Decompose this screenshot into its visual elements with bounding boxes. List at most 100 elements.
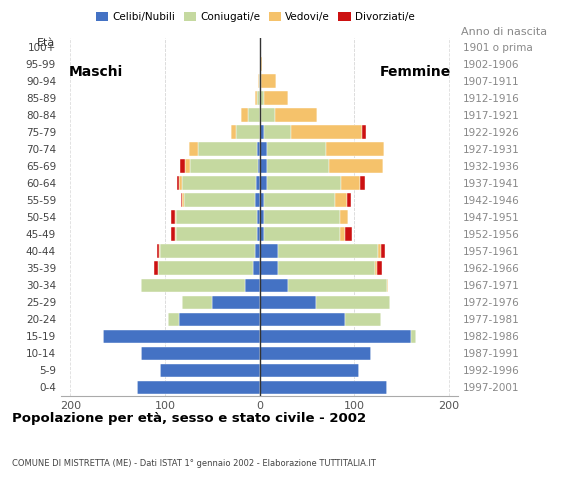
Bar bbox=[182, 193, 184, 207]
Bar bbox=[278, 262, 375, 275]
Bar bbox=[260, 91, 264, 105]
Bar bbox=[260, 381, 387, 394]
Bar bbox=[182, 296, 212, 309]
Bar bbox=[260, 330, 411, 343]
Text: COMUNE DI MISTRETTA (ME) - Dati ISTAT 1° gennaio 2002 - Elaborazione TUTTITALIA.: COMUNE DI MISTRETTA (ME) - Dati ISTAT 1°… bbox=[12, 459, 375, 468]
Text: Femmine: Femmine bbox=[379, 65, 451, 80]
Bar bbox=[326, 142, 385, 156]
Bar bbox=[179, 312, 260, 326]
Bar bbox=[257, 228, 260, 241]
Bar bbox=[260, 262, 278, 275]
Bar bbox=[248, 108, 260, 122]
Bar bbox=[257, 91, 260, 105]
Bar bbox=[267, 142, 326, 156]
Bar bbox=[190, 159, 258, 173]
Bar bbox=[245, 278, 260, 292]
Bar bbox=[260, 125, 264, 139]
Bar bbox=[316, 296, 390, 309]
Bar bbox=[260, 57, 262, 71]
Bar bbox=[171, 228, 175, 241]
Text: Popolazione per età, sesso e stato civile - 2002: Popolazione per età, sesso e stato civil… bbox=[12, 412, 366, 425]
Bar bbox=[171, 210, 175, 224]
Bar bbox=[236, 125, 260, 139]
Bar bbox=[345, 228, 352, 241]
Bar bbox=[264, 210, 340, 224]
Bar bbox=[142, 278, 245, 292]
Bar bbox=[260, 108, 262, 122]
Bar bbox=[278, 244, 378, 258]
Bar bbox=[275, 108, 317, 122]
Bar bbox=[255, 244, 260, 258]
Bar bbox=[377, 262, 382, 275]
Bar bbox=[188, 142, 198, 156]
Bar bbox=[387, 278, 388, 292]
Bar bbox=[257, 210, 260, 224]
Bar bbox=[260, 296, 316, 309]
Bar bbox=[176, 228, 257, 241]
Bar bbox=[360, 176, 365, 190]
Bar bbox=[267, 159, 329, 173]
Bar bbox=[264, 193, 335, 207]
Bar bbox=[340, 210, 347, 224]
Bar bbox=[264, 125, 291, 139]
Bar bbox=[335, 193, 347, 207]
Bar bbox=[160, 364, 260, 377]
Bar bbox=[260, 210, 264, 224]
Bar bbox=[160, 244, 255, 258]
Bar bbox=[180, 159, 185, 173]
Text: Età: Età bbox=[37, 38, 56, 48]
Bar bbox=[262, 108, 275, 122]
Bar bbox=[158, 262, 253, 275]
Bar bbox=[340, 228, 345, 241]
Bar bbox=[212, 296, 260, 309]
Bar bbox=[260, 176, 267, 190]
Bar bbox=[255, 193, 260, 207]
Bar bbox=[184, 193, 255, 207]
Text: Anno di nascita: Anno di nascita bbox=[461, 27, 547, 37]
Bar bbox=[253, 262, 260, 275]
Bar bbox=[260, 142, 267, 156]
Bar bbox=[175, 210, 176, 224]
Bar bbox=[198, 142, 257, 156]
Bar bbox=[175, 228, 176, 241]
Bar bbox=[262, 74, 275, 88]
Bar bbox=[288, 278, 387, 292]
Bar bbox=[260, 159, 267, 173]
Bar bbox=[362, 125, 367, 139]
Bar bbox=[264, 228, 340, 241]
Bar bbox=[103, 330, 260, 343]
Bar bbox=[182, 176, 256, 190]
Bar bbox=[260, 74, 262, 88]
Bar bbox=[378, 244, 380, 258]
Bar bbox=[176, 210, 257, 224]
Bar bbox=[168, 312, 179, 326]
Bar bbox=[256, 176, 260, 190]
Bar bbox=[157, 244, 160, 258]
Bar bbox=[185, 159, 190, 173]
Bar bbox=[264, 91, 288, 105]
Bar bbox=[154, 262, 158, 275]
Bar bbox=[255, 91, 257, 105]
Bar bbox=[347, 193, 351, 207]
Legend: Celibi/Nubili, Coniugati/e, Vedovi/e, Divorziati/e: Celibi/Nubili, Coniugati/e, Vedovi/e, Di… bbox=[92, 8, 419, 26]
Bar bbox=[241, 108, 248, 122]
Text: Maschi: Maschi bbox=[68, 65, 123, 80]
Bar bbox=[380, 244, 385, 258]
Bar bbox=[258, 74, 259, 88]
Bar bbox=[260, 244, 278, 258]
Bar bbox=[345, 312, 380, 326]
Bar bbox=[375, 262, 377, 275]
Bar bbox=[231, 125, 236, 139]
Bar bbox=[260, 278, 288, 292]
Bar bbox=[260, 312, 345, 326]
Bar bbox=[257, 142, 260, 156]
Bar bbox=[329, 159, 383, 173]
Bar bbox=[260, 228, 264, 241]
Bar bbox=[291, 125, 362, 139]
Bar bbox=[177, 176, 179, 190]
Bar bbox=[179, 176, 182, 190]
Bar bbox=[260, 193, 264, 207]
Bar bbox=[142, 347, 260, 360]
Bar bbox=[411, 330, 416, 343]
Bar bbox=[258, 159, 260, 173]
